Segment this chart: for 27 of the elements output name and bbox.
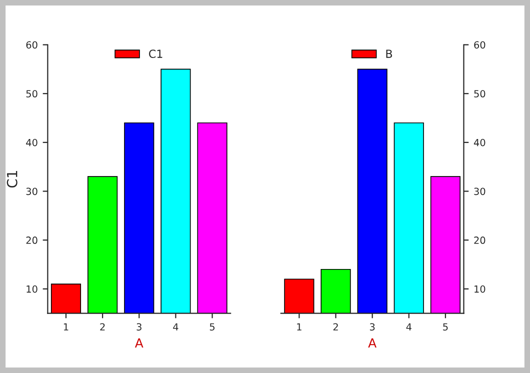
y2-tick-label: 40 (474, 138, 486, 146)
x-axis-title: A (368, 338, 376, 348)
x-tick-label: 2 (100, 323, 105, 330)
x-tick-label: 3 (370, 323, 375, 331)
x-tick-label: 5 (443, 323, 448, 331)
y2-tick-label: 60 (474, 41, 486, 49)
y2-tick-label: 20 (474, 236, 486, 244)
y-tick-label: 40 (26, 138, 38, 146)
y-tick-label: 10 (26, 285, 38, 293)
y2-tick-label: 10 (474, 285, 486, 293)
y-tick-label: 20 (26, 236, 38, 244)
legend-label: B (386, 50, 392, 58)
x-tick-label: 5 (210, 323, 215, 331)
y2-tick-label: 30 (474, 188, 486, 196)
y-axis-title: C1 (6, 171, 18, 188)
y-tick-label: 50 (26, 90, 38, 98)
x-tick-label: 4 (173, 323, 178, 330)
y-tick-label: 30 (26, 188, 38, 196)
y-tick-label: 60 (26, 41, 38, 49)
x-tick-label: 3 (136, 323, 142, 331)
y2-tick-label: 50 (474, 90, 486, 98)
x-tick-label: 4 (406, 323, 412, 330)
x-tick-label: 2 (333, 323, 338, 330)
x-axis-title: A (134, 338, 144, 348)
legend-label: C1 (149, 50, 162, 58)
x-tick-label: 1 (297, 323, 302, 330)
x-tick-label: 1 (64, 323, 68, 330)
